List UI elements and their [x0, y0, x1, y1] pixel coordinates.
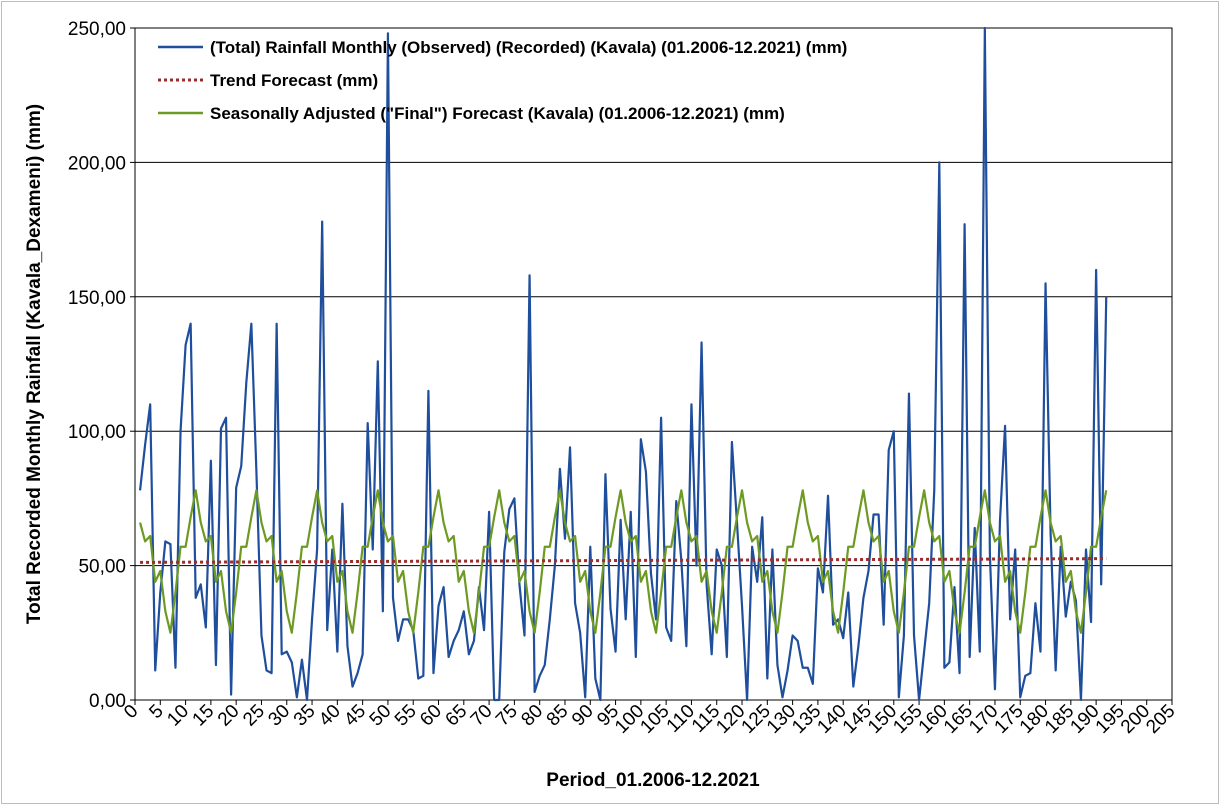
y-tick-label: 50,00	[78, 557, 126, 578]
legend-seasonal-label: Seasonally Adjusted ("Final") Forecast (…	[210, 104, 785, 123]
y-tick-label: 250,00	[68, 19, 126, 40]
x-tick-label: 5	[145, 701, 167, 723]
x-tick-label: 205	[1142, 701, 1179, 738]
legend: (Total) Rainfall Monthly (Observed) (Rec…	[158, 38, 847, 123]
x-tick-label: 0	[120, 701, 142, 723]
x-axis-ticks: 0 510152025303540455055606570758085909510…	[120, 700, 1180, 738]
series-lines	[138, 26, 1108, 702]
series-trend-forecast-line	[140, 557, 1107, 564]
x-axis-title: Period_01.2006-12.2021	[546, 770, 760, 791]
y-tick-label: 150,00	[68, 288, 126, 309]
y-tick-label: 100,00	[68, 422, 126, 443]
legend-trend-label: Trend Forecast (mm)	[210, 71, 378, 90]
y-tick-label: 200,00	[68, 153, 126, 174]
y-axis-title: Total Recorded Monthly Rainfall (Kavala_…	[24, 104, 45, 624]
y-axis-ticks: 0,00 50,00 100,00 150,00 200,00 250,00	[68, 19, 135, 712]
legend-observed-label: (Total) Rainfall Monthly (Observed) (Rec…	[210, 38, 847, 57]
series-observed-rainfall-line	[138, 26, 1108, 702]
y-tick-label: 0,00	[89, 691, 126, 712]
series-seasonal-forecast-line	[138, 489, 1108, 634]
